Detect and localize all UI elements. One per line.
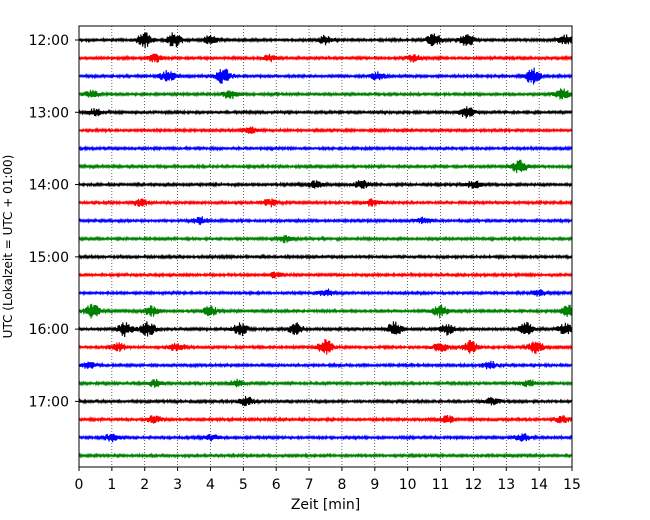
x-tick-label: 6 <box>272 477 281 493</box>
y-tick-label: 16:00 <box>29 322 69 338</box>
x-tick-label: 10 <box>399 477 417 493</box>
x-axis-label: Zeit [min] <box>291 497 360 513</box>
y-tick-label: 13:00 <box>29 105 69 121</box>
x-tick-label: 5 <box>239 477 248 493</box>
trace-lines <box>78 32 573 459</box>
trace-row <box>78 288 573 297</box>
trace-row <box>78 235 573 244</box>
trace-row <box>78 198 573 208</box>
y-tick-label: 14:00 <box>29 178 69 194</box>
x-tick-label: 9 <box>370 477 379 493</box>
y-axis-ticks: 12:00 13:00 14:00 15:00 16:00 17:00 <box>29 33 79 410</box>
x-tick-label: 12 <box>464 477 482 493</box>
x-tick-label: 1 <box>107 477 116 493</box>
trace-row <box>78 67 573 85</box>
x-tick-label: 13 <box>497 477 515 493</box>
y-axis-label: UTC (Lokalzeit = UTC + 01:00) <box>1 155 15 339</box>
x-tick-label: 8 <box>337 477 346 493</box>
trace-row <box>78 106 573 119</box>
trace-row <box>78 216 573 225</box>
x-axis-ticks: 0 1 2 3 4 5 6 7 8 9 10 11 12 13 14 15 <box>75 467 581 493</box>
trace-row <box>78 180 573 189</box>
trace-row <box>78 53 573 63</box>
x-tick-label: 0 <box>75 477 84 493</box>
x-tick-label: 2 <box>140 477 149 493</box>
y-tick-label: 17:00 <box>29 394 69 410</box>
x-tick-label: 14 <box>530 477 548 493</box>
x-tick-label: 15 <box>563 477 581 493</box>
y-tick-label: 15:00 <box>29 250 69 266</box>
trace-row <box>78 433 573 443</box>
trace-row <box>78 452 573 459</box>
plot-frame <box>78 25 573 468</box>
x-tick-label: 11 <box>432 477 450 493</box>
trace-row <box>78 145 573 152</box>
trace-row <box>78 271 573 279</box>
trace-row <box>78 303 573 319</box>
trace-row <box>78 159 573 174</box>
trace-row <box>78 32 573 49</box>
x-tick-label: 7 <box>305 477 314 493</box>
x-tick-label: 3 <box>173 477 182 493</box>
trace-row <box>78 395 573 407</box>
x-tick-label: 4 <box>206 477 215 493</box>
trace-row <box>78 321 573 337</box>
y-tick-label: 12:00 <box>29 33 69 49</box>
trace-row <box>78 88 573 100</box>
trace-row <box>78 338 573 355</box>
trace-row <box>78 360 573 370</box>
trace-row <box>78 253 573 261</box>
trace-row <box>78 415 573 424</box>
trace-row <box>78 126 573 134</box>
trace-row <box>78 378 573 388</box>
